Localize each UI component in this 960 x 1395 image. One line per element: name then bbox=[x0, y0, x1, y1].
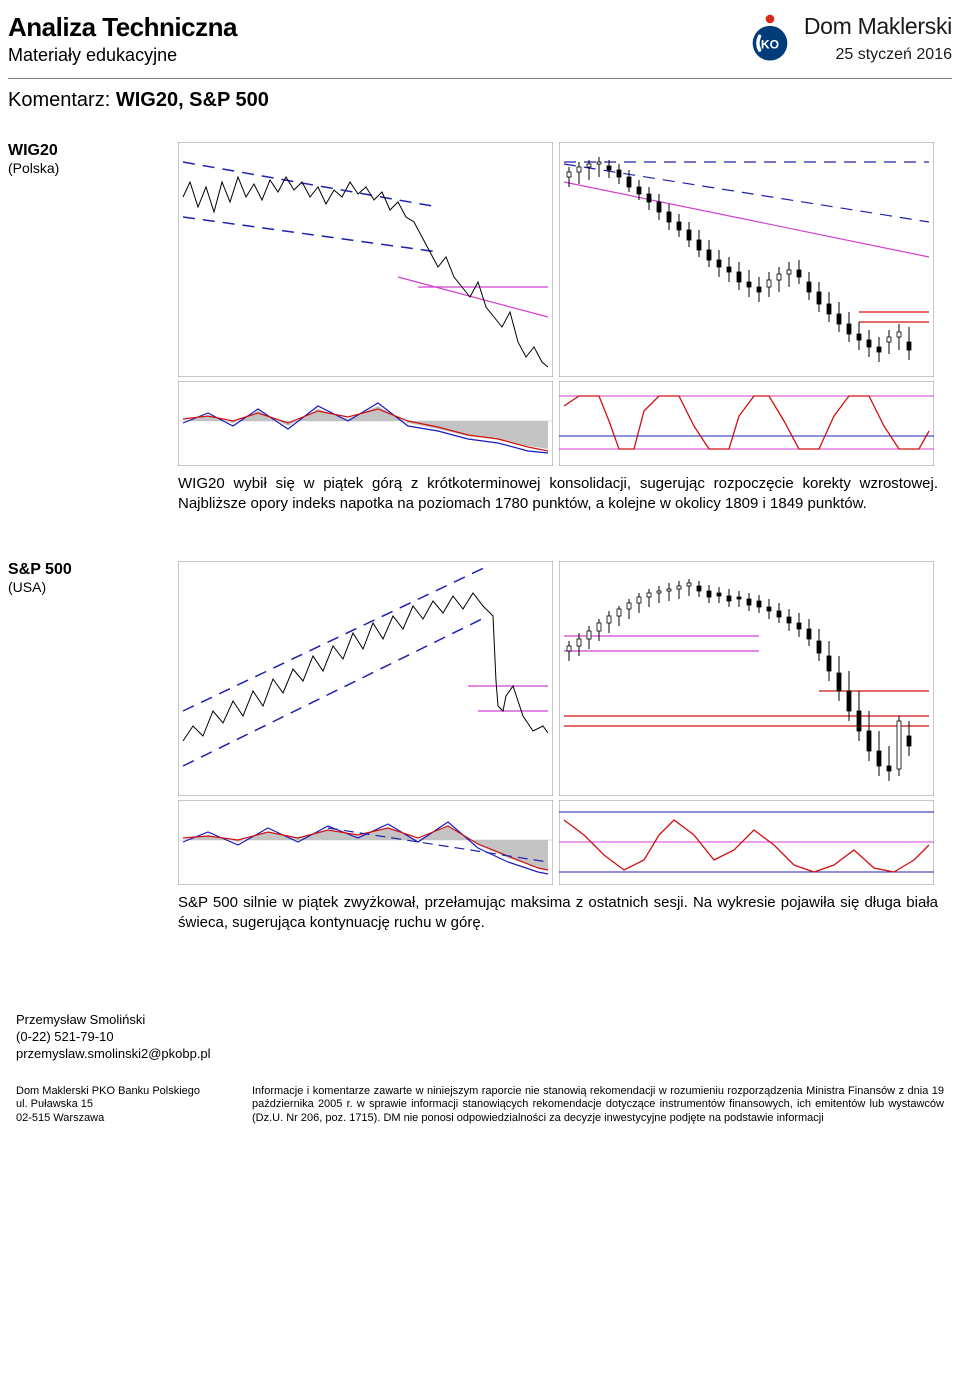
sp500-chart-right-icon bbox=[559, 561, 934, 796]
footer-address: Dom Maklerski PKO Banku Polskiego ul. Pu… bbox=[16, 1085, 236, 1126]
author-block: Przemysław Smoliński (0-22) 521-79-10 pr… bbox=[16, 1012, 944, 1063]
sp500-chart-left-icon bbox=[178, 561, 553, 796]
section-tickers: WIG20, S&P 500 bbox=[116, 89, 269, 111]
wig20-charts bbox=[178, 142, 952, 466]
sp500-osc-left-icon bbox=[178, 800, 553, 885]
disclaimer: Informacje i komentarze zawarte w niniej… bbox=[252, 1085, 944, 1126]
author-name: Przemysław Smoliński bbox=[16, 1012, 944, 1029]
author-email: przemyslaw.smolinski2@pkobp.pl bbox=[16, 1046, 944, 1063]
divider bbox=[8, 78, 952, 79]
sp500-commentary: S&P 500 silnie w piątek zwyżkował, przeł… bbox=[178, 893, 938, 932]
brand-block: Dom Maklerski 25 styczeń 2016 bbox=[804, 13, 952, 64]
wig20-osc-right-icon bbox=[559, 381, 934, 466]
header-right: KO Dom Maklerski 25 styczeń 2016 bbox=[744, 12, 952, 64]
wig20-name: WIG20 bbox=[8, 142, 148, 160]
sp500-charts bbox=[178, 561, 952, 885]
footer: Przemysław Smoliński (0-22) 521-79-10 pr… bbox=[8, 1012, 952, 1126]
wig20-osc-left-icon bbox=[178, 381, 553, 466]
sp500-block: S&P 500 (USA) bbox=[8, 561, 952, 885]
footer-row: Dom Maklerski PKO Banku Polskiego ul. Pu… bbox=[16, 1085, 944, 1126]
brand-text: Dom Maklerski bbox=[804, 13, 952, 40]
firm-addr1: ul. Puławska 15 bbox=[16, 1098, 236, 1112]
wig20-label: WIG20 (Polska) bbox=[8, 142, 148, 466]
firm-addr2: 02-515 Warszawa bbox=[16, 1112, 236, 1126]
author-phone: (0-22) 521-79-10 bbox=[16, 1029, 944, 1046]
wig20-commentary: WIG20 wybił się w piątek górą z krótkote… bbox=[178, 474, 938, 513]
firm-name: Dom Maklerski PKO Banku Polskiego bbox=[16, 1085, 236, 1099]
svg-text:KO: KO bbox=[761, 37, 779, 51]
report-date: 25 styczeń 2016 bbox=[835, 46, 952, 64]
sp500-name: S&P 500 bbox=[8, 561, 148, 579]
header: Analiza Techniczna Materiały edukacyjne … bbox=[8, 12, 952, 74]
wig20-country: (Polska) bbox=[8, 160, 148, 176]
page-subtitle: Materiały edukacyjne bbox=[8, 45, 237, 66]
sp500-label: S&P 500 (USA) bbox=[8, 561, 148, 885]
section-prefix: Komentarz: bbox=[8, 89, 116, 111]
page-title: Analiza Techniczna bbox=[8, 12, 237, 43]
header-left: Analiza Techniczna Materiały edukacyjne bbox=[8, 12, 237, 66]
sp500-country: (USA) bbox=[8, 579, 148, 595]
wig20-chart-left-icon bbox=[178, 142, 553, 377]
wig20-chart-right-icon bbox=[559, 142, 934, 377]
section-heading: Komentarz: WIG20, S&P 500 bbox=[8, 89, 952, 112]
pko-logo-icon: KO bbox=[744, 12, 796, 64]
sp500-osc-right-icon bbox=[559, 800, 934, 885]
wig20-block: WIG20 (Polska) bbox=[8, 142, 952, 466]
